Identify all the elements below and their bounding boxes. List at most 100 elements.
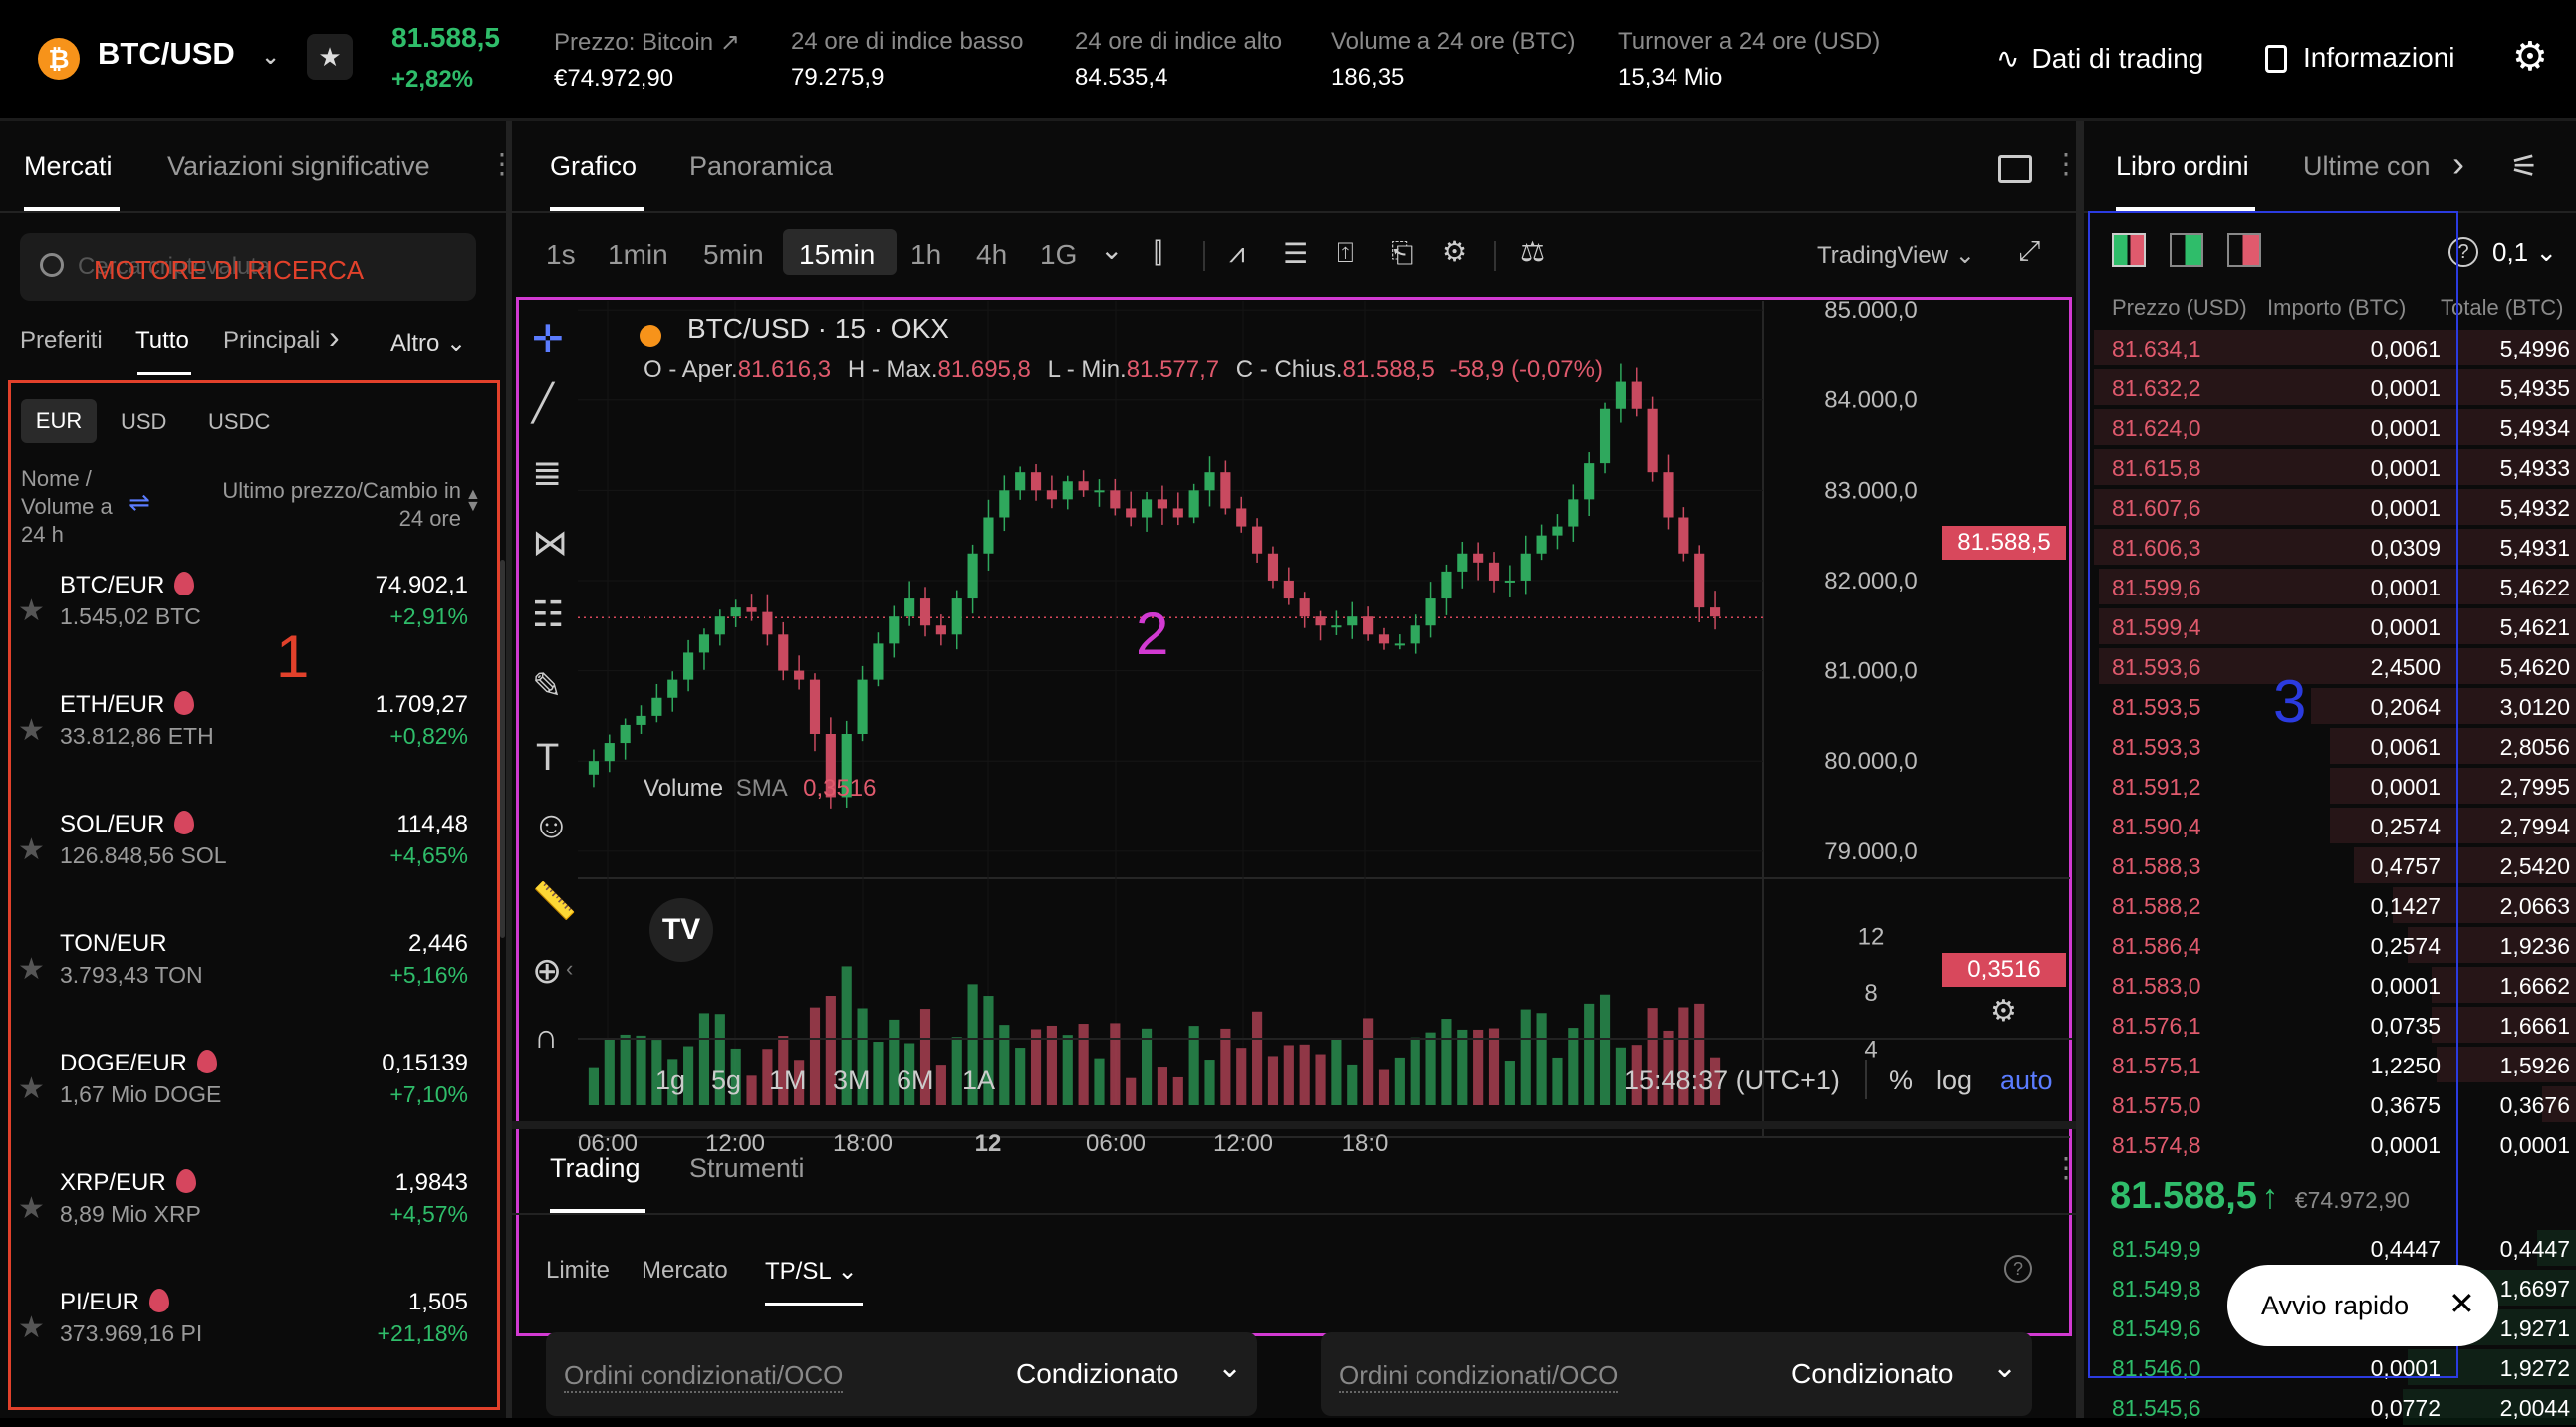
scale-percent[interactable]: % [1889, 1066, 1914, 1095]
list-item[interactable]: ★ PI/EUR 373.969,16 PI 1,505 +21,18% [0, 1273, 498, 1392]
ruler-icon[interactable]: 📏 [532, 880, 577, 921]
currency-eur[interactable]: EUR [21, 399, 97, 443]
ask-row[interactable]: 81.576,1 0,0735 1,6661 [2094, 1005, 2576, 1045]
scale-balance-icon[interactable]: ⚖ [1520, 236, 1546, 267]
interval-1h[interactable]: 1h [910, 239, 942, 270]
book-view-both-icon[interactable] [2112, 233, 2146, 267]
range-3m[interactable]: 3M [833, 1066, 871, 1095]
horizontal-lines-icon[interactable]: ≣ [532, 452, 563, 493]
ask-row[interactable]: 81.588,2 0,1427 2,0663 [2094, 885, 2576, 925]
chevron-down-icon[interactable]: ⌄ [1100, 234, 1124, 265]
external-link-icon[interactable]: ↗ [719, 29, 740, 56]
quick-start-popup[interactable]: Avvio rapido ✕ [2227, 1265, 2498, 1346]
interval-5min[interactable]: 5min [703, 239, 764, 270]
list-item[interactable]: ★ DOGE/EUR 1,67 Mio DOGE 0,15139 +7,10% [0, 1034, 498, 1153]
emoji-icon[interactable]: ☺ [532, 805, 571, 846]
more-filter-dropdown[interactable]: Altro ⌄ [390, 329, 466, 357]
conditional-order-select[interactable]: Ordini condizionati/OCO Condizionato ⌄ [546, 1332, 1257, 1416]
more-menu-icon[interactable]: ⋮ [2052, 148, 2080, 179]
price-chart[interactable]: 85.000,0 84.000,0 83.000,0 82.000,0 81.000,0… [578, 301, 2070, 1163]
ask-row[interactable]: 81.599,6 0,0001 5,4622 [2094, 567, 2576, 606]
filter-main[interactable]: Principali [223, 327, 321, 354]
ask-row[interactable]: 81.607,6 0,0001 5,4932 [2094, 487, 2576, 527]
trading-data-button[interactable]: ∿ Dati di trading [1996, 42, 2203, 75]
more-menu-icon[interactable]: ⋮ [2052, 1152, 2080, 1183]
ask-row[interactable]: 81.634,1 0,0061 5,4996 [2094, 328, 2576, 367]
filter-favorites[interactable]: Preferiti [20, 327, 103, 354]
star-icon[interactable]: ★ [18, 833, 45, 866]
currency-usd[interactable]: USD [121, 409, 167, 434]
conditional-order-select[interactable]: Ordini condizionati/OCO Condizionato ⌄ [1321, 1332, 2032, 1416]
star-icon[interactable]: ★ [18, 1311, 45, 1344]
ask-row[interactable]: 81.590,4 0,2574 2,7994 [2094, 806, 2576, 845]
currency-usdc[interactable]: USDC [208, 409, 271, 434]
pattern-nodes-icon[interactable]: ⋈ [532, 522, 568, 563]
scale-log[interactable]: log [1936, 1066, 1973, 1095]
range-1g[interactable]: 1g [655, 1066, 686, 1095]
ask-row[interactable]: 81.593,5 0,2064 3,0120 [2094, 686, 2576, 726]
tab-order-book[interactable]: Libro ordini [2116, 151, 2249, 181]
tab-overview[interactable]: Panoramica [689, 151, 834, 181]
star-icon[interactable]: ★ [18, 595, 45, 627]
ask-row[interactable]: 81.599,4 0,0001 5,4621 [2094, 606, 2576, 646]
ask-row[interactable]: 81.574,8 0,0001 0,0001 [2094, 1124, 2576, 1164]
ask-row[interactable]: 81.615,8 0,0001 5,4933 [2094, 447, 2576, 487]
help-icon[interactable]: ? [2448, 237, 2478, 267]
favorite-button[interactable]: ★ [307, 34, 353, 80]
ask-row[interactable]: 81.588,3 0,4757 2,5420 [2094, 845, 2576, 885]
close-icon[interactable]: ✕ [2448, 1286, 2475, 1321]
provider-dropdown[interactable]: TradingView ⌄ [1817, 241, 1975, 270]
interval-15min[interactable] [783, 229, 897, 275]
tab-latest-trades[interactable]: Ultime con [2303, 151, 2431, 181]
replay-icon[interactable]: ⎗ [1391, 237, 1414, 268]
order-type-tpsl[interactable]: TP/SL ⌄ [765, 1257, 858, 1286]
bid-row[interactable]: 81.545,6 0,0772 2,0044 [2094, 1387, 2576, 1427]
star-icon[interactable]: ★ [18, 714, 45, 747]
star-icon[interactable]: ★ [18, 953, 45, 986]
scale-auto[interactable]: auto [2000, 1066, 2053, 1095]
sliders-icon[interactable]: ⚟ [2510, 148, 2539, 184]
magnet-icon[interactable]: ∩ [534, 1018, 559, 1056]
ask-row[interactable]: 81.586,4 0,2574 1,9236 [2094, 925, 2576, 965]
col-price-header[interactable]: Ultimo prezzo/Cambio in 24 ore [192, 477, 461, 533]
zoom-in-icon[interactable]: ⊕ [532, 950, 563, 991]
settings-gear-icon[interactable]: ⚙ [2512, 35, 2548, 79]
pair-selector[interactable]: BTC/USD ⌄ [98, 36, 280, 72]
filter-all[interactable]: Tutto [135, 327, 189, 354]
ask-row[interactable]: 81.575,0 0,3675 0,3676 [2094, 1084, 2576, 1124]
list-item[interactable]: ★ TON/EUR 3.793,43 TON 2,446 +5,16% [0, 914, 498, 1034]
range-6m[interactable]: 6M [897, 1066, 934, 1095]
list-item[interactable]: ★ SOL/EUR 126.848,56 SOL 114,48 +4,65% [0, 795, 498, 914]
help-icon[interactable]: ? [2004, 1255, 2032, 1283]
fib-levels-icon[interactable]: ☷ [532, 594, 565, 634]
list-item[interactable]: ★ ETH/EUR 33.812,86 ETH 1.709,27 +0,82% [0, 675, 498, 795]
chart-symbol-title[interactable]: BTC/USD · 15 · OKX [687, 313, 949, 344]
precision-dropdown[interactable]: 0,1 ⌄ [2492, 237, 2557, 268]
tab-significant-changes[interactable]: Variazioni significative [167, 151, 430, 181]
scrollbar[interactable] [500, 560, 505, 938]
ask-row[interactable]: 81.606,3 0,0309 5,4931 [2094, 527, 2576, 567]
range-1a[interactable]: 1A [962, 1066, 996, 1095]
swap-arrows-icon[interactable]: ⇌ [129, 487, 150, 517]
interval-4h[interactable]: 4h [976, 239, 1008, 270]
brush-icon[interactable]: ✎ [532, 665, 563, 706]
info-button[interactable]: Informazioni [2265, 42, 2455, 74]
order-type-market[interactable]: Mercato [642, 1257, 728, 1284]
text-tool-icon[interactable]: T [536, 737, 560, 779]
candlestick-icon[interactable]: ⫿ [1154, 237, 1162, 268]
ask-row[interactable]: 81.593,3 0,0061 2,8056 [2094, 726, 2576, 766]
range-5g[interactable]: 5g [711, 1066, 742, 1095]
search-input[interactable]: Cerca criptovaluta MOTORE DI RICERCA [20, 233, 476, 301]
list-item[interactable]: ★ XRP/EUR 8,89 Mio XRP 1,9843 +4,57% [0, 1153, 498, 1273]
gear-icon[interactable]: ⚙ [1442, 236, 1468, 267]
indicators-icon[interactable]: ⩘ [1229, 237, 1245, 268]
ask-row[interactable]: 81.593,6 2,4500 5,4620 [2094, 646, 2576, 686]
book-view-asks-icon[interactable] [2227, 233, 2261, 267]
expand-icon[interactable]: ⤢ [2018, 235, 2041, 266]
col-name-header[interactable]: Nome / Volume a 24 h [21, 465, 129, 549]
interval-1min[interactable]: 1min [608, 239, 668, 270]
ask-row[interactable]: 81.583,0 0,0001 1,6662 [2094, 965, 2576, 1005]
tab-chart[interactable]: Grafico [550, 151, 638, 181]
star-icon[interactable]: ★ [18, 1192, 45, 1225]
book-view-bids-icon[interactable] [2170, 233, 2203, 267]
